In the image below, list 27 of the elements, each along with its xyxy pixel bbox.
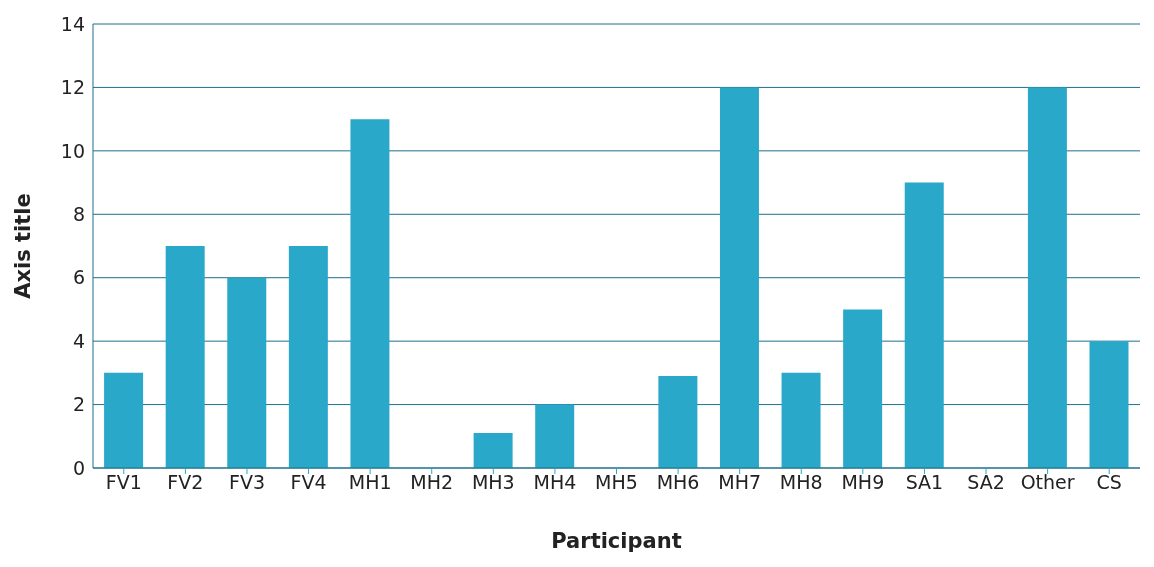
x-tick-label: Other	[1020, 471, 1075, 494]
x-tick-label: MH9	[841, 471, 885, 494]
x-tick-label: MH1	[348, 471, 392, 494]
x-tick-label: SA2	[967, 471, 1005, 494]
x-tick-label: FV1	[105, 471, 142, 494]
y-tick-label: 10	[60, 139, 85, 162]
x-tick-label: MH2	[410, 471, 454, 494]
y-tick-label: 6	[72, 266, 85, 289]
y-axis-title: Axis title	[11, 193, 36, 299]
y-tick-label: 8	[72, 203, 85, 226]
x-tick-label: SA1	[905, 471, 944, 494]
x-tick-label: MH6	[656, 471, 700, 494]
x-tick-label: MH4	[533, 471, 577, 494]
x-tick-label: CS	[1096, 471, 1122, 494]
x-tick-label: MH3	[471, 471, 515, 494]
y-tick-label: 14	[60, 12, 85, 35]
y-tick-label: 0	[72, 456, 85, 479]
x-tick-label: MH5	[595, 471, 638, 494]
x-tick-label: MH7	[718, 471, 762, 494]
y-tick-label: 12	[60, 76, 85, 99]
x-tick-label: FV2	[167, 471, 204, 494]
x-tick-label: FV3	[228, 471, 265, 494]
x-tick-label: FV4	[290, 471, 327, 494]
x-tick-label: MH8	[779, 471, 823, 494]
x-axis-title: Participant	[551, 529, 682, 553]
y-tick-label: 2	[72, 393, 85, 416]
y-tick-label: 4	[72, 329, 85, 352]
